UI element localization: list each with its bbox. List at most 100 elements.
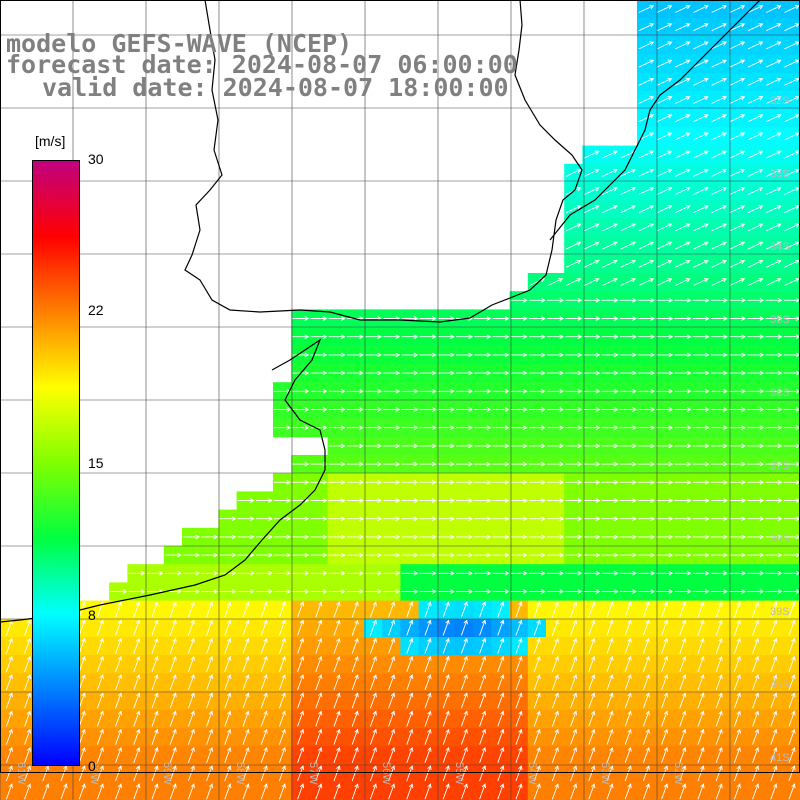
wind-arrow: [274, 479, 292, 485]
wind-arrow: [201, 589, 219, 594]
wind-arrow: [784, 114, 800, 123]
wind-arrow: [642, 765, 650, 782]
wind-arrow: [638, 498, 656, 503]
wind-arrow: [747, 534, 765, 540]
wind-arrow: [692, 352, 710, 358]
wind-arrow: [656, 534, 674, 540]
wind-arrow: [565, 425, 583, 431]
wind-arrow: [766, 205, 782, 214]
wind-arrow: [115, 637, 123, 654]
wind-arrow: [479, 674, 487, 691]
wind-arrow: [24, 765, 32, 782]
wind-arrow: [278, 655, 286, 672]
wind-arrow: [533, 674, 541, 691]
wind-arrow: [747, 259, 764, 268]
lon-label: 59W: [161, 762, 173, 785]
wind-arrow: [551, 728, 559, 745]
wind-arrow: [674, 297, 692, 303]
wind-arrow: [328, 334, 346, 340]
wind-arrow: [692, 334, 710, 340]
wind-arrow: [692, 316, 710, 321]
wind-arrow: [5, 674, 13, 691]
wind-arrow: [442, 619, 450, 636]
wind-arrow: [675, 5, 691, 13]
lon-label: 53W: [599, 762, 611, 785]
wind-arrow: [460, 765, 468, 782]
wind-arrow: [206, 746, 214, 763]
wind-arrow: [583, 570, 601, 576]
wind-arrow: [674, 388, 692, 394]
wind-arrow: [510, 516, 528, 522]
wind-arrow: [770, 674, 778, 691]
wind-arrow: [638, 187, 655, 195]
wind-arrow: [602, 223, 618, 232]
wind-arrow: [437, 352, 455, 358]
wind-arrow: [733, 692, 741, 709]
wind-arrow: [187, 728, 195, 745]
wind-arrow: [729, 5, 746, 13]
wind-arrow: [601, 407, 619, 412]
wind-arrow: [310, 425, 328, 431]
wind-arrow: [369, 692, 377, 709]
wind-arrow: [187, 746, 195, 763]
wind-arrow: [442, 674, 450, 691]
wind-arrow: [419, 570, 437, 576]
wind-arrow: [510, 589, 528, 594]
wind-arrow: [383, 534, 401, 540]
wind-arrow: [570, 728, 578, 745]
wind-arrow: [333, 692, 341, 709]
wind-arrow: [492, 352, 510, 358]
wind-arrow: [729, 168, 746, 177]
wind-arrow: [583, 407, 601, 412]
wind-arrow: [406, 619, 414, 636]
wind-arrow: [424, 746, 432, 763]
wind-arrow: [674, 334, 692, 340]
wind-arrow: [788, 619, 796, 636]
wind-arrow: [697, 619, 705, 636]
wind-arrow: [328, 479, 346, 485]
wind-arrow: [565, 498, 583, 503]
wind-arrow: [547, 352, 565, 358]
wind-arrow: [492, 498, 510, 503]
wind-arrow: [369, 619, 377, 636]
wind-arrow: [260, 710, 268, 727]
wind-arrow: [624, 655, 632, 672]
wind-arrow: [401, 516, 419, 522]
wind-arrow: [151, 619, 159, 636]
wind-arrow: [656, 23, 673, 32]
wind-arrow: [583, 425, 601, 431]
wind-arrow: [601, 498, 619, 503]
wind-arrow: [729, 407, 747, 412]
wind-arrow: [515, 674, 523, 691]
wind-arrow: [492, 425, 510, 431]
wind-arrow: [219, 552, 237, 558]
wind-arrow: [388, 728, 396, 745]
wind-arrow: [201, 552, 219, 558]
wind-arrow: [187, 710, 195, 727]
wind-arrow: [369, 765, 377, 782]
wind-arrow: [115, 692, 123, 709]
wind-arrow: [765, 334, 783, 340]
wind-arrow: [492, 461, 510, 467]
wind-arrow: [547, 589, 565, 594]
wind-arrow: [260, 637, 268, 654]
wind-arrow: [419, 552, 437, 558]
wind-arrow: [710, 407, 728, 412]
wind-arrow: [479, 710, 487, 727]
wind-arrow: [747, 316, 765, 321]
wind-arrow: [638, 552, 656, 558]
wind-arrow: [601, 534, 619, 540]
wind-arrow: [656, 570, 674, 576]
wind-arrow: [479, 746, 487, 763]
wind-arrow: [474, 534, 492, 540]
wind-arrow: [510, 479, 528, 485]
wind-arrow: [624, 601, 632, 618]
wind-arrow: [115, 619, 123, 636]
wind-arrow: [656, 552, 674, 558]
wind-arrow: [747, 150, 764, 159]
wind-arrow: [510, 570, 528, 576]
wind-arrow: [437, 534, 455, 540]
wind-arrow: [675, 132, 691, 141]
wind-arrow: [388, 655, 396, 672]
wind-arrow: [456, 334, 474, 340]
